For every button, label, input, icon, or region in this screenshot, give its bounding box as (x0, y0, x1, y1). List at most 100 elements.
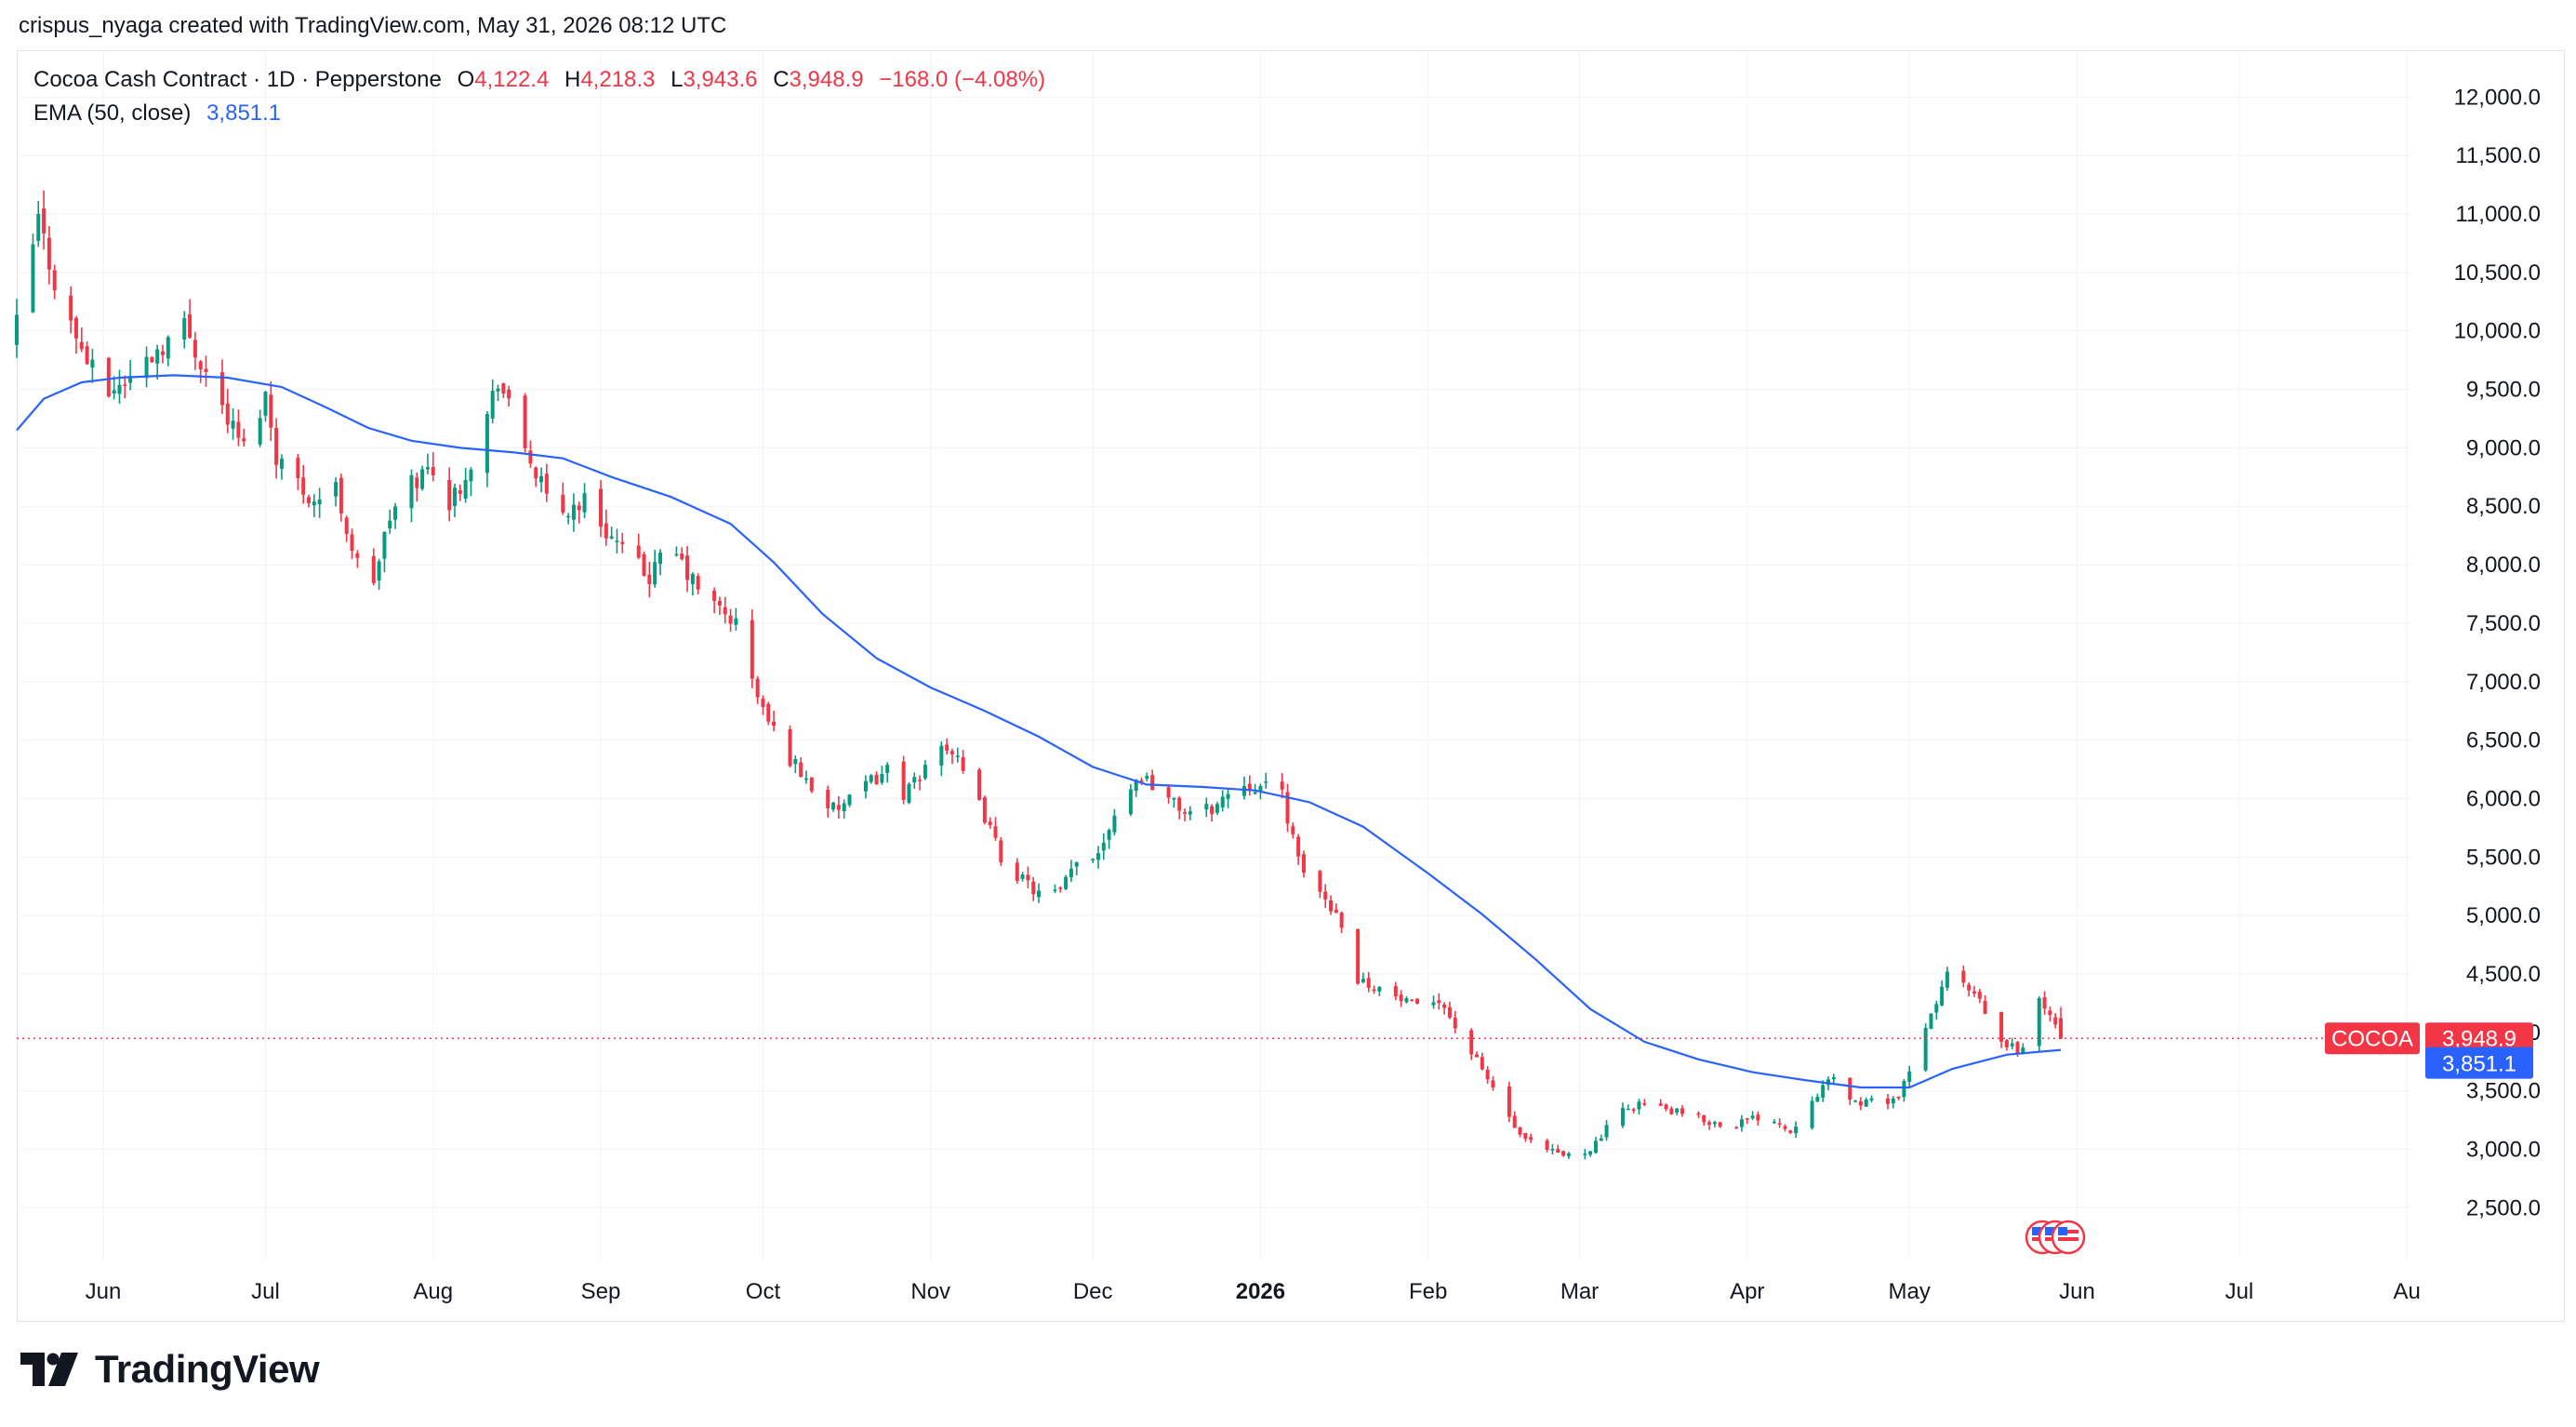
candle-body[interactable] (1831, 1076, 1836, 1080)
candle-body[interactable] (31, 244, 35, 313)
candle-body[interactable] (690, 574, 695, 584)
candle-body[interactable] (231, 420, 235, 429)
candle-body[interactable] (1253, 792, 1257, 794)
candle-body[interactable] (1896, 1096, 1901, 1099)
candle-body[interactable] (469, 469, 473, 482)
candle-body[interactable] (334, 482, 339, 497)
candle-body[interactable] (52, 270, 57, 291)
candle-body[interactable] (1410, 999, 1414, 1002)
candle-body[interactable] (1821, 1085, 1826, 1098)
candle-body[interactable] (1183, 812, 1188, 814)
tradingview-logo[interactable]: TradingView (20, 1347, 320, 1392)
candle-body[interactable] (1356, 928, 1361, 984)
candle-body[interactable] (880, 773, 884, 783)
candle-body[interactable] (463, 480, 468, 500)
candle-body[interactable] (988, 821, 992, 825)
candle-body[interactable] (1480, 1057, 1484, 1070)
candle-body[interactable] (939, 745, 944, 766)
candle-body[interactable] (766, 703, 771, 722)
candle-body[interactable] (761, 698, 765, 707)
candle-body[interactable] (912, 777, 917, 783)
candle-body[interactable] (1015, 862, 1019, 881)
candle-body[interactable] (1642, 1102, 1647, 1105)
candle-body[interactable] (166, 337, 170, 359)
candle-body[interactable] (193, 340, 197, 358)
candle-body[interactable] (258, 418, 262, 445)
candle-body[interactable] (1745, 1118, 1749, 1120)
candle-body[interactable] (1826, 1079, 1830, 1086)
candle-body[interactable] (1707, 1122, 1712, 1126)
candle-body[interactable] (1399, 994, 1403, 1002)
candle-body[interactable] (507, 389, 511, 399)
candle-body[interactable] (2037, 998, 2041, 1047)
candle-body[interactable] (46, 237, 51, 270)
candle-body[interactable] (523, 395, 527, 448)
candle-body[interactable] (15, 314, 19, 345)
candle-body[interactable] (1891, 1098, 1895, 1104)
candle-body[interactable] (458, 489, 462, 494)
legend-ema-label[interactable]: EMA (50, close) (33, 100, 192, 126)
candle-body[interactable] (128, 376, 133, 383)
candle-body[interactable] (809, 777, 814, 792)
candle-body[interactable] (339, 477, 343, 513)
candle-body[interactable] (1507, 1086, 1511, 1117)
candle-body[interactable] (1453, 1018, 1457, 1029)
candle-body[interactable] (1226, 794, 1230, 799)
candle-body[interactable] (657, 552, 662, 565)
candle-body[interactable] (2059, 1018, 2064, 1039)
candle-body[interactable] (1053, 889, 1057, 891)
candle-body[interactable] (1031, 881, 1036, 895)
candle-body[interactable] (582, 493, 587, 513)
candle-body[interactable] (1247, 783, 1252, 792)
candle-body[interactable] (1977, 992, 1982, 999)
candle-body[interactable] (1442, 1004, 1447, 1008)
candle-body[interactable] (1675, 1108, 1680, 1113)
candle-body[interactable] (106, 357, 111, 397)
candle-body[interactable] (571, 504, 576, 520)
candle-body[interactable] (382, 532, 387, 559)
candle-body[interactable] (842, 803, 846, 812)
candle-body[interactable] (1734, 1127, 1739, 1129)
candle-body[interactable] (1339, 913, 1344, 928)
candle-body[interactable] (219, 372, 224, 406)
ema-line[interactable] (16, 374, 2062, 1089)
candle-body[interactable] (1961, 970, 1966, 983)
candle-body[interactable] (1593, 1140, 1598, 1154)
candle-body[interactable] (577, 505, 581, 511)
candle-body[interactable] (1885, 1098, 1890, 1104)
candle-body[interactable] (2053, 1017, 2058, 1025)
candle-body[interactable] (534, 467, 538, 479)
candle-body[interactable] (2048, 1010, 2052, 1016)
candle-body[interactable] (1756, 1114, 1760, 1121)
candle-body[interactable] (453, 487, 458, 506)
candle-body[interactable] (1318, 871, 1322, 892)
candle-body[interactable] (642, 553, 646, 576)
candle-body[interactable] (869, 775, 873, 782)
candle-body[interactable] (874, 774, 879, 785)
candle-body[interactable] (1285, 792, 1290, 824)
candle-body[interactable] (885, 765, 890, 773)
candle-body[interactable] (36, 214, 41, 241)
candle-body[interactable] (793, 759, 798, 765)
candle-body[interactable] (982, 797, 987, 823)
candle-body[interactable] (1561, 1151, 1566, 1156)
candle-body[interactable] (945, 744, 949, 751)
candle-body[interactable] (717, 600, 722, 606)
candle-body[interactable] (355, 553, 360, 558)
candle-body[interactable] (1437, 1000, 1441, 1004)
candle-body[interactable] (1447, 1007, 1452, 1018)
candle-body[interactable] (296, 458, 300, 479)
candle-body[interactable] (188, 313, 193, 339)
candle-body[interactable] (712, 590, 717, 601)
candle-body[interactable] (112, 390, 116, 393)
candle-body[interactable] (496, 388, 500, 392)
candle-body[interactable] (1020, 874, 1025, 879)
candle-body[interactable] (150, 356, 154, 363)
candle-body[interactable] (1377, 986, 1382, 992)
candle-body[interactable] (1404, 998, 1409, 1003)
candle-body[interactable] (198, 361, 203, 370)
candle-body[interactable] (388, 520, 392, 528)
candle-body[interactable] (501, 383, 506, 394)
candle-body[interactable] (242, 438, 246, 442)
